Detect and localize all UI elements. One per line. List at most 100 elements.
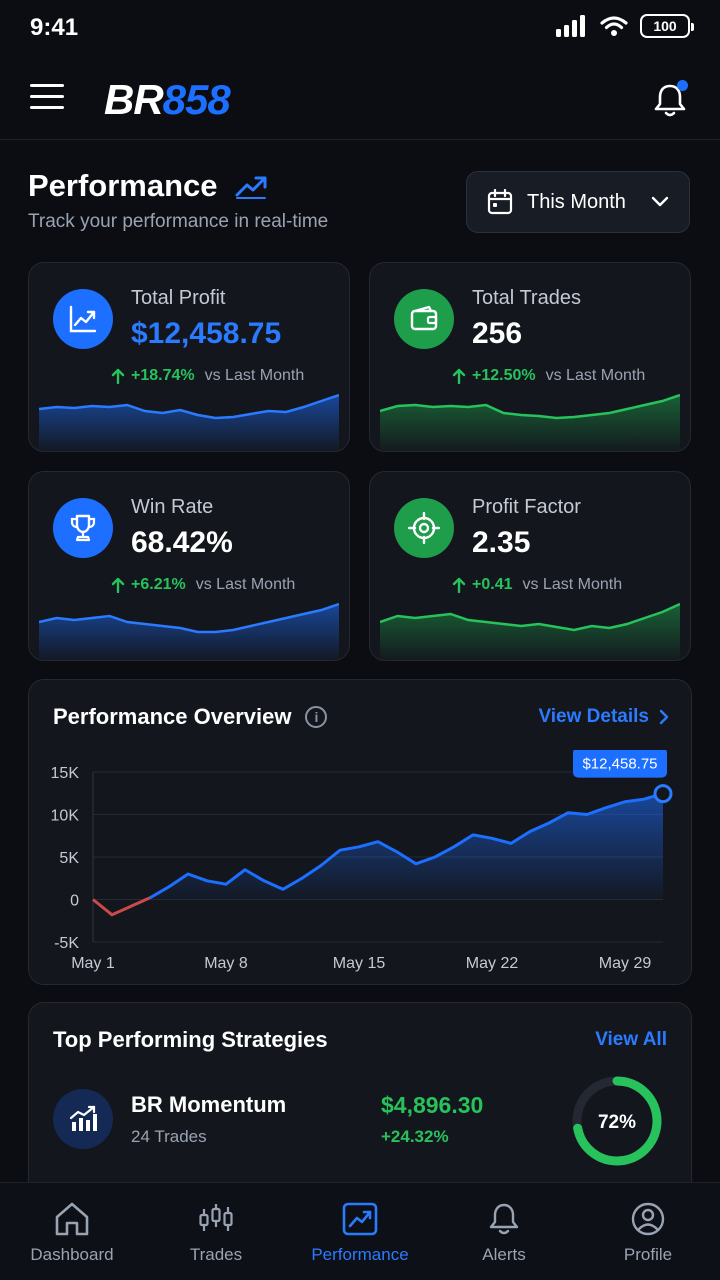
overview-title-row: Performance Overview i [53,704,328,730]
stat-change-value: +12.50% [472,367,536,384]
performance-line-chart[interactable]: 15K 10K 5K 0 -5K May 1 May 8 May 15 May 22 May 29… [29,750,693,986]
nav-item-performance[interactable]: Performance [288,1183,432,1280]
wallet-icon [410,305,438,331]
chart-line-icon [69,305,97,333]
strategy-profit: $4,896.30 [381,1092,484,1118]
arrow-up-icon [452,577,466,593]
notification-badge [677,80,688,91]
stat-icon-wrap [394,289,454,349]
nav-item-dashboard[interactable]: Dashboard [0,1183,144,1280]
sparkline-line [39,393,339,420]
chevron-down-icon [651,196,669,207]
stat-card-total-profit[interactable]: Total Profit $12,458.75 +18.74% vs Last … [28,262,350,452]
stat-value: 2.35 [472,526,531,559]
wifi-icon [600,16,628,36]
menu-icon [30,84,64,87]
last-point-marker[interactable] [653,784,673,804]
stat-label: Total Profit [131,287,226,309]
status-time: 9:41 [30,14,79,41]
y-tick-label: 0 [70,893,79,910]
period-dropdown[interactable]: This Month [466,171,690,233]
candlestick-icon [199,1204,233,1231]
stat-change-period: vs Last Month [545,367,646,384]
user-circle-icon [631,1202,665,1236]
status-icons: 100 [556,14,694,38]
bottom-nav: Dashboard Trades Performance Alerts [0,1182,720,1280]
sparkline [380,602,680,660]
strategy-trades: 24 Trades [131,1127,207,1146]
stat-change: +18.74% vs Last Month [111,367,304,385]
strategy-name[interactable]: BR Momentum [131,1092,287,1117]
stat-change-value: +6.21% [131,576,186,593]
calendar-icon [487,189,513,215]
win-rate-ring-label: 72% [598,1112,636,1133]
nav-label: Performance [311,1245,409,1264]
strategy-change: +24.32% [381,1127,449,1146]
value-tooltip [573,750,667,778]
win-rate-ring: 72% [572,1076,662,1166]
top-strategies-card: Top Performing Strategies View All BR Mo… [28,1002,692,1202]
x-tick-label: May 8 [204,955,248,972]
stat-value: 68.42% [131,526,233,559]
nav-label: Trades [189,1245,243,1264]
sparkline [39,393,339,451]
trending-up-icon [235,176,267,199]
stat-card-win-rate[interactable]: Win Rate 68.42% +6.21% vs Last Month [28,471,350,661]
sparkline [380,393,680,451]
value-tooltip-label: $12,458.75 [582,756,657,773]
view-all-link[interactable]: View All [595,1029,667,1050]
stat-icon-wrap [53,289,113,349]
strategy-icon-wrap [53,1089,113,1149]
arrow-up-icon [111,577,125,593]
status-bar: 9:41 100 [0,0,720,60]
stat-card-total-trades[interactable]: Total Trades 256 +12.50% vs Last Month [369,262,691,452]
page-title-row: Performance [28,168,268,204]
app-header: BR858 [0,62,720,140]
signal-icon [556,15,585,37]
y-tick-label: 15K [51,765,80,782]
stat-label: Profit Factor [472,496,581,518]
view-details-label: View Details [538,706,649,727]
nav-item-profile[interactable]: Profile [576,1183,720,1280]
stat-change: +6.21% vs Last Month [111,576,295,594]
stat-value: 256 [472,317,523,350]
sparkline [39,602,339,660]
stat-change: +0.41 vs Last Month [452,576,622,594]
stat-label: Win Rate [131,496,214,518]
x-tick-label: May 29 [599,955,652,972]
bar-chart-trend-icon [69,1105,97,1131]
app-logo[interactable]: BR858 [104,76,231,123]
y-tick-label: 5K [59,850,79,867]
stat-change-value: +0.41 [472,576,513,593]
nav-label: Dashboard [30,1245,114,1264]
nav-item-trades[interactable]: Trades [144,1183,288,1280]
bell-icon [654,84,686,117]
series-area [150,793,663,900]
menu-button[interactable] [30,84,66,116]
arrow-up-icon [111,368,125,384]
view-details-link[interactable]: View Details [538,706,669,728]
bell-icon [489,1203,519,1235]
nav-item-alerts[interactable]: Alerts [432,1183,576,1280]
stat-icon-wrap [53,498,113,558]
y-tick-label: 10K [51,808,80,825]
performance-overview-card: Performance Overview i View Details 15K 1… [28,679,692,985]
stat-icon-wrap [394,498,454,558]
sparkline-area [39,604,339,660]
info-icon[interactable]: i [305,706,328,728]
stat-card-profit-factor[interactable]: Profit Factor 2.35 +0.41 vs Last Month [369,471,691,661]
stat-change-period: vs Last Month [522,576,623,593]
sparkline-line [380,393,680,420]
win-rate-ring-arc [572,1076,662,1166]
series-line-negative [92,896,151,917]
sparkline-line [380,602,680,632]
stat-change-period: vs Last Month [204,367,305,384]
chevron-right-icon [659,709,669,725]
x-tick-label: May 1 [71,955,115,972]
sparkline-line [39,602,339,634]
notifications-button[interactable] [650,80,690,120]
arrow-up-icon [452,368,466,384]
page-subtitle: Track your performance in real-time [28,211,329,232]
home-icon [55,1202,89,1236]
battery-icon: 100 [640,14,694,38]
